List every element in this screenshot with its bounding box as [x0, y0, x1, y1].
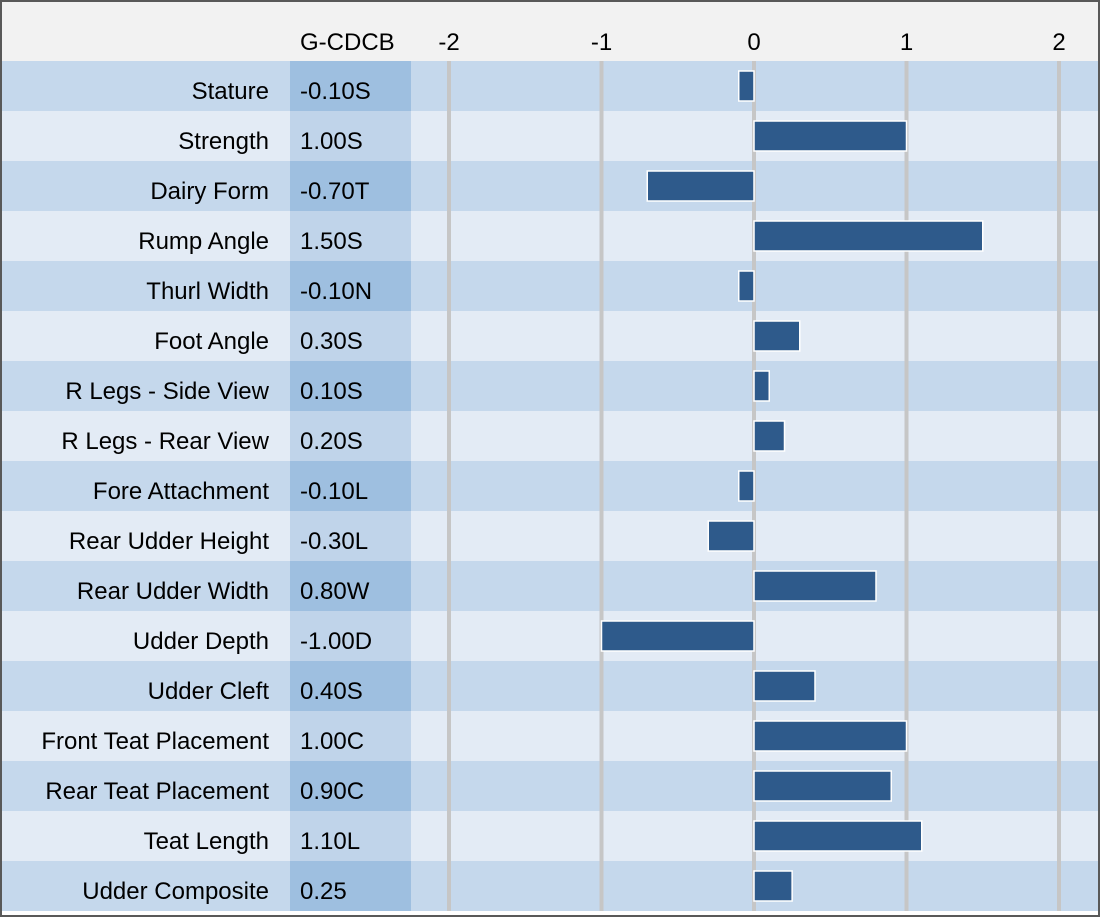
row-band	[2, 511, 1098, 561]
value-cell	[290, 861, 411, 911]
row-band	[2, 261, 1098, 311]
value-cell	[290, 411, 411, 461]
x-tick-label: 0	[747, 29, 760, 56]
trait-label: Front Teat Placement	[41, 728, 269, 755]
value-cell	[290, 711, 411, 761]
row-band	[2, 461, 1098, 511]
trait-label: Stature	[192, 78, 269, 105]
value-column-header: G-CDCB	[300, 29, 395, 56]
row-band	[2, 311, 1098, 361]
bar	[753, 770, 892, 802]
row-band	[2, 661, 1098, 711]
trait-value-label: 0.20S	[300, 428, 363, 455]
row-band	[2, 361, 1098, 411]
value-cell	[290, 811, 411, 861]
bar	[738, 70, 755, 102]
trait-label: Rear Teat Placement	[45, 778, 269, 805]
trait-label: Strength	[178, 128, 269, 155]
trait-value-label: 0.30S	[300, 328, 363, 355]
value-cell	[290, 111, 411, 161]
value-cell	[290, 511, 411, 561]
bar	[646, 170, 755, 202]
bar	[753, 120, 908, 152]
trait-label: Fore Attachment	[93, 478, 269, 505]
row-band	[2, 111, 1098, 161]
trait-label: Udder Cleft	[148, 678, 270, 705]
trait-value-label: -0.10N	[300, 278, 372, 305]
trait-label: Rear Udder Width	[77, 578, 269, 605]
x-tick-label: 2	[1052, 29, 1065, 56]
trait-label: Teat Length	[144, 828, 269, 855]
row-band	[2, 161, 1098, 211]
value-cell	[290, 611, 411, 661]
bar	[753, 320, 801, 352]
trait-label: Foot Angle	[154, 328, 269, 355]
bar	[753, 570, 877, 602]
trait-value-label: 0.80W	[300, 578, 370, 605]
row-band	[2, 711, 1098, 761]
bar	[753, 820, 923, 852]
value-cell	[290, 461, 411, 511]
trait-label: Rear Udder Height	[69, 528, 269, 555]
trait-label: R Legs - Side View	[65, 378, 269, 405]
bar	[600, 620, 755, 652]
trait-label: Udder Composite	[82, 878, 269, 905]
trait-value-label: -0.10L	[300, 478, 368, 505]
bar	[753, 870, 793, 902]
trait-value-label: -1.00D	[300, 628, 372, 655]
value-cell	[290, 361, 411, 411]
value-cell	[290, 261, 411, 311]
bar	[753, 670, 816, 702]
trait-label: Udder Depth	[133, 628, 269, 655]
bar	[753, 370, 770, 402]
trait-label: Thurl Width	[146, 278, 269, 305]
trait-value-label: -0.10S	[300, 78, 371, 105]
trait-label: Rump Angle	[138, 228, 269, 255]
trait-value-label: -0.70T	[300, 178, 370, 205]
bar	[738, 470, 755, 502]
trait-label: Dairy Form	[150, 178, 269, 205]
trait-value-label: 0.40S	[300, 678, 363, 705]
bar	[707, 520, 755, 552]
x-tick-label: -1	[591, 29, 612, 56]
x-tick-label: -2	[438, 29, 459, 56]
value-cell	[290, 211, 411, 261]
value-cell	[290, 311, 411, 361]
row-band	[2, 761, 1098, 811]
value-cell	[290, 61, 411, 111]
trait-label: R Legs - Rear View	[61, 428, 269, 455]
bar	[753, 420, 786, 452]
row-band	[2, 611, 1098, 661]
trait-value-label: 0.90C	[300, 778, 364, 805]
row-band	[2, 861, 1098, 911]
bar	[753, 720, 908, 752]
value-cell	[290, 161, 411, 211]
value-cell	[290, 561, 411, 611]
bar	[738, 270, 755, 302]
value-cell	[290, 761, 411, 811]
row-band	[2, 411, 1098, 461]
trait-value-label: -0.30L	[300, 528, 368, 555]
trait-value-label: 1.50S	[300, 228, 363, 255]
row-band	[2, 61, 1098, 111]
trait-value-label: 1.10L	[300, 828, 360, 855]
row-band	[2, 561, 1098, 611]
header-band	[2, 2, 1098, 61]
trait-value-label: 0.25	[300, 878, 347, 905]
trait-value-label: 0.10S	[300, 378, 363, 405]
x-tick-label: 1	[900, 29, 913, 56]
bar	[753, 220, 984, 252]
trait-value-label: 1.00C	[300, 728, 364, 755]
value-cell	[290, 661, 411, 711]
trait-value-label: 1.00S	[300, 128, 363, 155]
